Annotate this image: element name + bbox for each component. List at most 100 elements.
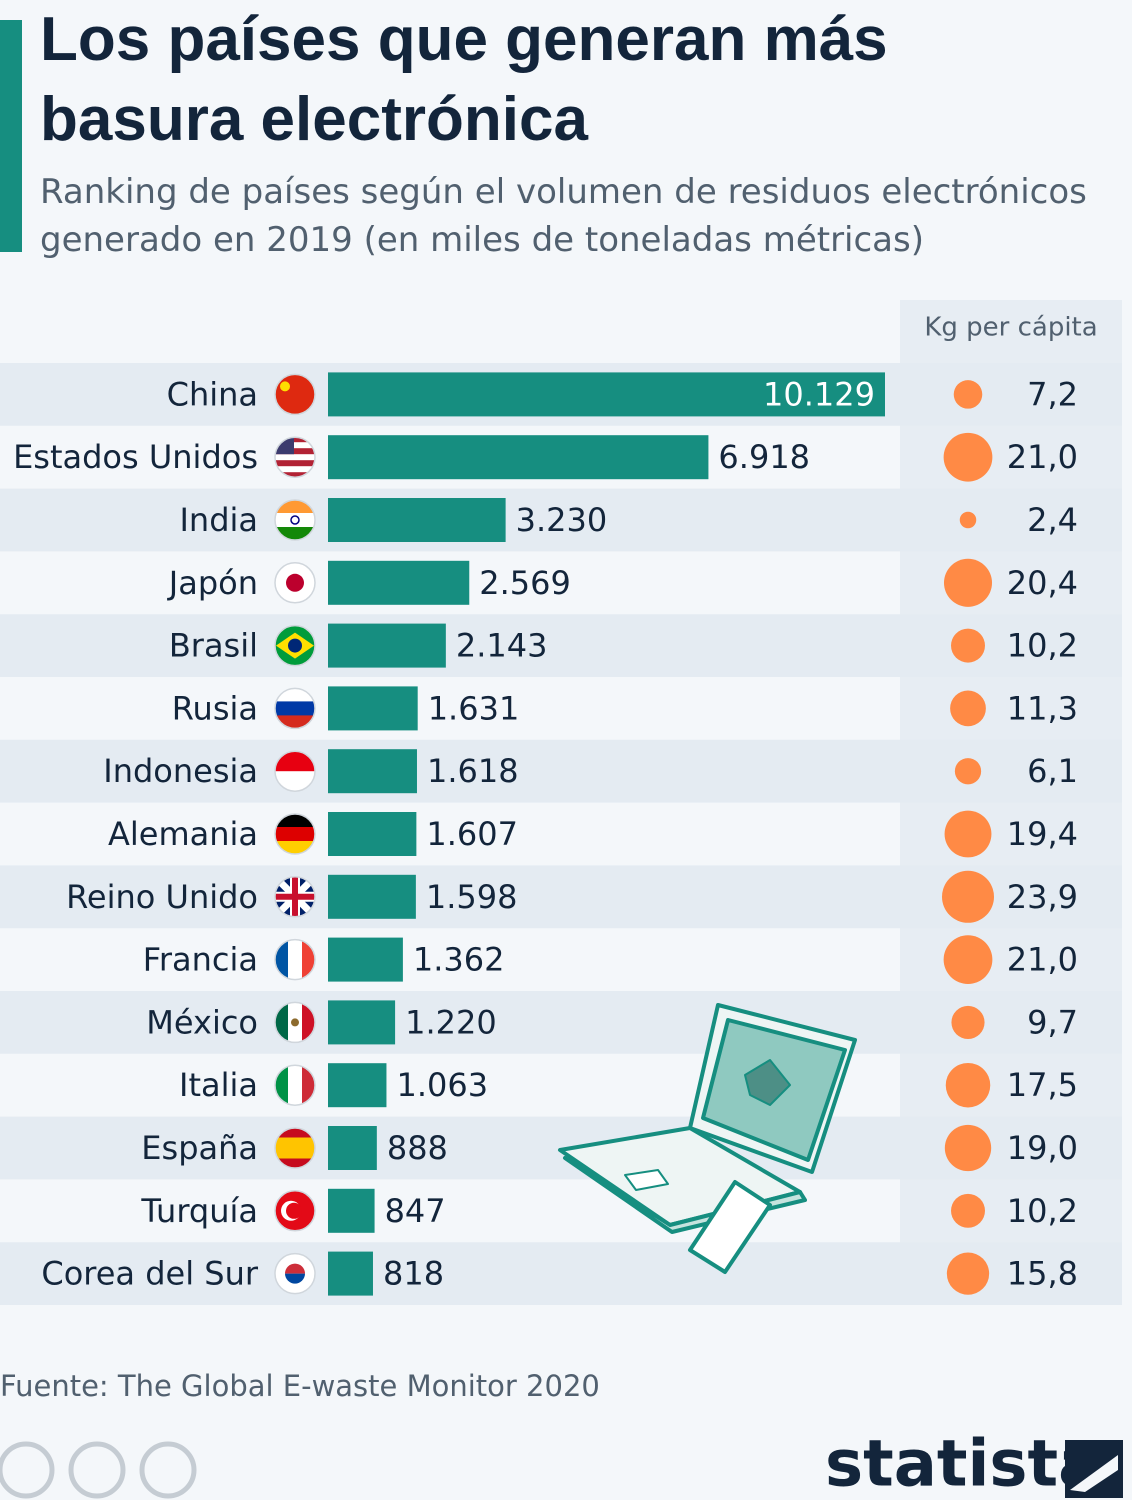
bubble [951,1193,985,1228]
flag-border [274,624,316,667]
bubble [951,628,985,663]
category-label: Reino Unido [66,878,258,916]
brand-logo [1065,1440,1123,1498]
brand: statista [825,1428,1101,1500]
flag [275,374,315,415]
bubble [943,432,993,482]
value-label: 2.569 [479,564,571,602]
flag [275,751,315,792]
category-label: Francia [143,941,258,979]
row-background [0,1242,1122,1305]
value-label: 1.063 [396,1066,488,1104]
flag-border [274,562,316,604]
source: Fuente: The Global E-waste Monitor 2020 [0,1369,600,1403]
category-label: Corea del Sur [41,1255,259,1293]
value-label: 1.607 [426,815,518,853]
category-label: Alemania [108,815,258,853]
flag-stripe [275,454,315,461]
category-label: Turquía [140,1192,258,1230]
bar [328,1251,373,1296]
flag-detail [290,515,300,525]
per-capita-label: 19,4 [1007,815,1078,853]
bar [328,623,446,668]
bar [328,1188,375,1233]
bar [328,937,403,982]
bar [328,498,506,542]
per-capita-label: 19,0 [1007,1129,1078,1167]
flag [275,437,315,478]
chart-subtitle: Ranking de países según el volumen de re… [40,172,1087,260]
bubble [954,758,982,785]
flag-stripe [275,460,315,467]
flag-border [274,1064,316,1106]
chart-title: Los países que generan más basura electr… [40,5,888,154]
bubble [943,558,993,607]
value-label: 2.143 [456,627,548,665]
flag-border [274,876,316,918]
category-label: Japón [167,564,258,602]
bubble [953,380,983,409]
flag-stripe [275,437,315,443]
row-background [0,488,1122,552]
flag-stripe [275,442,315,449]
value-label: 1.362 [413,941,505,979]
flag-stripe [275,771,315,792]
flag-detail [291,1018,299,1027]
flag-stripe [288,939,303,980]
column-header: Kg per cápita [924,313,1097,343]
row-background [0,865,1122,929]
category-label: Estados Unidos [13,438,258,476]
flag [275,562,315,603]
flag-stripe [275,827,315,842]
flag-detail [285,1263,305,1274]
category-label: Indonesia [103,752,258,790]
laptop-illustration [558,1003,857,1274]
license-icons [0,1441,197,1499]
flag-border [274,750,316,792]
flag-border [274,938,316,981]
category-label: Rusia [172,689,258,727]
bubble [946,1252,990,1295]
flag-border [274,813,316,855]
bubble [944,1124,992,1172]
bubble [951,1005,985,1039]
per-capita-label: 9,7 [1027,1003,1078,1041]
bar [328,1063,387,1108]
value-label: 1.598 [426,878,518,916]
flag-stripe [275,1128,315,1138]
bubble [950,690,986,727]
per-capita-label: 10,2 [1007,1192,1078,1230]
flag-border [274,1127,316,1169]
bar [328,812,417,856]
per-capita-label: 6,1 [1027,752,1078,790]
flag-detail [286,573,304,592]
flag-stripe [275,1158,315,1168]
category-label: China [167,375,258,413]
flag [275,1128,315,1168]
bar [328,435,709,480]
row-background [0,739,1122,803]
bubble [944,810,992,858]
bar [328,686,418,731]
per-capita-label: 21,0 [1007,941,1078,979]
category-label: Brasil [169,627,258,665]
flag-detail [280,381,290,392]
bubble [959,511,977,529]
bar [328,749,417,794]
bubble [943,935,993,984]
value-label: 6.918 [718,438,810,476]
flag-border [274,1001,316,1044]
value-label: 1.618 [427,752,519,790]
flag-border [274,1190,316,1232]
flag-stripe [275,472,315,478]
flag-detail [275,876,315,917]
per-capita-label: 2,4 [1027,501,1078,539]
row-background [0,614,1122,677]
flag-stripe [275,1137,315,1149]
flag-stripe [275,374,315,415]
flag-detail [285,1273,305,1284]
per-capita-label: 15,8 [1007,1255,1078,1293]
per-capita-label: 21,0 [1007,438,1078,476]
